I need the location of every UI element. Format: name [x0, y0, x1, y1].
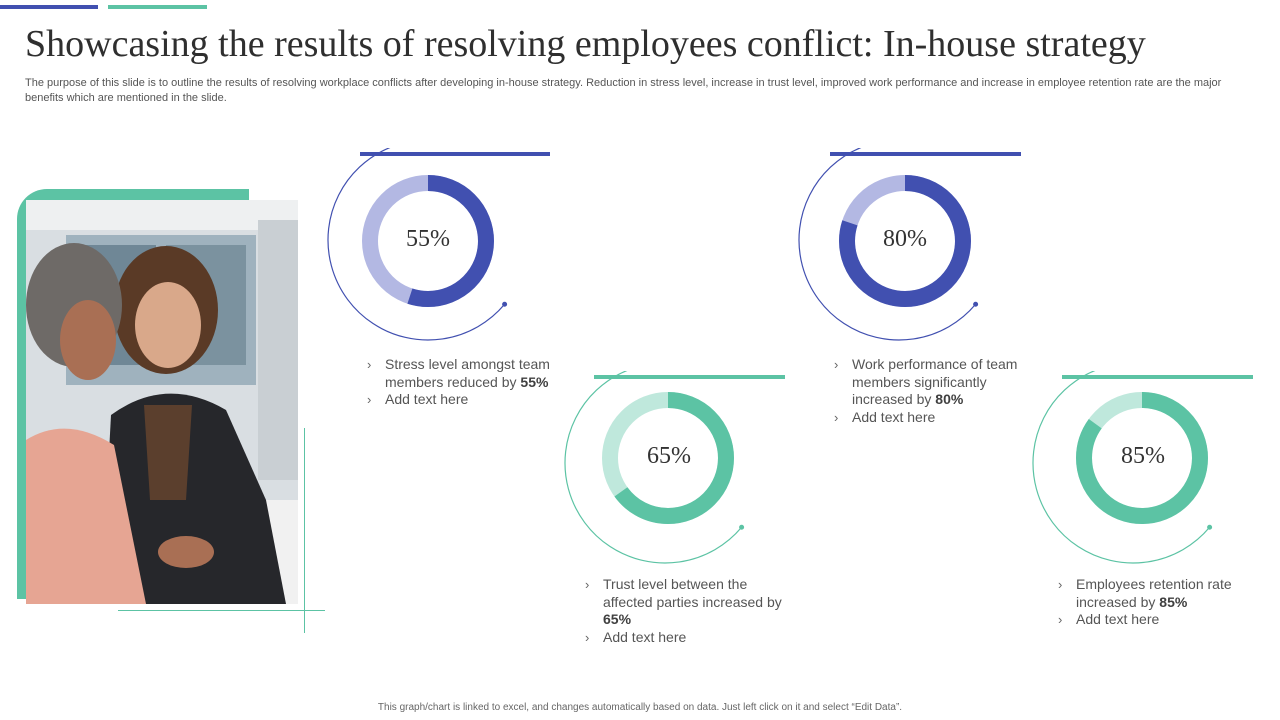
footer-note: This graph/chart is linked to excel, and…: [377, 702, 903, 713]
decor-arc-dot: [739, 524, 745, 530]
donut-value-arc: [1076, 392, 1208, 524]
decor-arc: [564, 371, 743, 564]
add-text-item: › Add text here: [1058, 611, 1160, 627]
chevron-right-icon: ›: [1058, 577, 1063, 592]
stat-description: › Work performance of team members signif…: [834, 356, 1018, 407]
donut-chart-retention: [1076, 392, 1208, 524]
ring-decor-performance: [798, 148, 1021, 341]
chevron-right-icon: ›: [367, 357, 372, 372]
decor-arc: [327, 148, 506, 341]
donut-value-arc: [839, 175, 971, 307]
ring-decor-trust: [564, 371, 785, 564]
donut-chart-trust: [602, 392, 734, 524]
add-text-item: › Add text here: [834, 408, 936, 425]
decor-arc-dot: [502, 301, 508, 307]
stat-bullets-retention: › Employees retention rate increased by 8…: [1058, 576, 1248, 629]
add-text-item: › Add text here: [585, 628, 687, 645]
donut-value-stress: 55%: [406, 226, 450, 252]
page-title: Showcasing the results of resolving empl…: [25, 23, 1146, 65]
top-accent-bar-blue: [0, 5, 98, 9]
donut-value-performance: 80%: [883, 226, 927, 252]
stat-bullets-trust: › Trust level between the affected partie…: [585, 576, 785, 646]
chevron-right-icon: ›: [1058, 612, 1063, 627]
donut-chart-performance: [839, 175, 971, 307]
stat-bullets-stress: › Stress level amongst team members reduc…: [367, 356, 557, 409]
chevron-right-icon: ›: [834, 357, 839, 372]
decor-arc-dot: [1207, 524, 1213, 530]
ring-decor-retention: [1032, 371, 1253, 564]
donut-value-arc: [362, 175, 494, 307]
add-text-item: › Add text here: [367, 391, 469, 407]
chevron-right-icon: ›: [367, 392, 372, 407]
stat-description: › Stress level amongst team members reduc…: [367, 356, 550, 390]
donut-value-trust: 65%: [647, 443, 691, 469]
stat-description: › Employees retention rate increased by 8…: [1058, 576, 1232, 610]
donut-value-arc: [602, 392, 734, 524]
decor-horizontal-line: [118, 610, 325, 611]
ring-decor-stress: [327, 148, 550, 341]
chevron-right-icon: ›: [834, 409, 839, 425]
top-accent-bar-green: [108, 5, 207, 9]
chevron-right-icon: ›: [585, 577, 590, 592]
decor-arc: [798, 148, 977, 341]
chevron-right-icon: ›: [585, 629, 590, 645]
decor-arc-dot: [973, 301, 979, 307]
stat-bullets-performance: › Work performance of team members signif…: [834, 356, 1034, 426]
donut-chart-stress: [362, 175, 494, 307]
decor-arc: [1032, 371, 1211, 564]
decor-vertical-line: [304, 428, 305, 633]
page-subtitle: The purpose of this slide is to outline …: [25, 77, 1222, 104]
donut-value-retention: 85%: [1121, 443, 1165, 469]
photo-two-women-at-desk: [26, 200, 298, 604]
stat-description: › Trust level between the affected partie…: [585, 576, 782, 627]
